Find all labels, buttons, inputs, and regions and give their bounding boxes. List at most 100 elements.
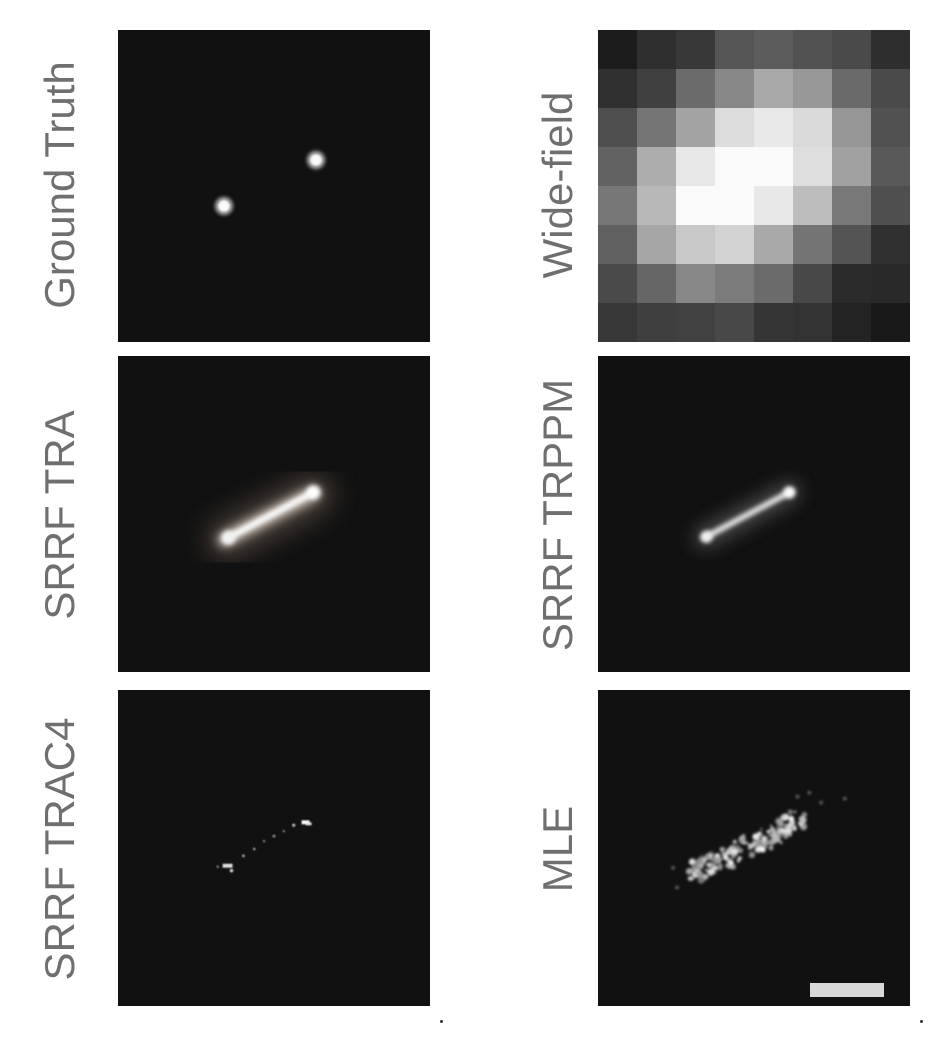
mle-speckle: [733, 840, 737, 844]
mle-speckle: [766, 829, 771, 834]
mle-speckle: [691, 877, 695, 881]
mle-speckle: [742, 838, 746, 841]
wide-field-pixel: [832, 147, 872, 187]
wide-field-pixel: [793, 108, 833, 148]
wide-field-pixel: [754, 225, 794, 265]
mle-speckle: [777, 822, 781, 826]
mle-speckle: [696, 870, 704, 879]
wide-field-pixel: [871, 186, 910, 226]
wide-field-pixel: [793, 69, 833, 109]
srrf-tra-image: [207, 475, 333, 559]
mle-speckle: [738, 839, 744, 844]
wide-field-pixel: [676, 108, 716, 148]
wide-field-pixel: [871, 264, 910, 304]
mle-outlier: [843, 796, 847, 801]
wide-field-pixel: [598, 225, 638, 265]
srrf-trac4-image: [216, 820, 312, 873]
mle-speckle: [744, 841, 749, 845]
mle-speckle: [722, 854, 728, 861]
mle-speckle: [800, 823, 808, 831]
mle-speckle: [710, 857, 714, 862]
mle-image: [671, 790, 847, 890]
mle-speckle: [775, 817, 782, 825]
panel-srrf-tra: [118, 356, 430, 672]
wide-field-pixel: [676, 264, 716, 304]
wide-field-pixel: [715, 69, 755, 109]
wide-field-pixel: [793, 225, 833, 265]
scale-bar: [810, 983, 884, 997]
wide-field-pixel: [793, 303, 833, 342]
panel-label-ground-truth: Ground Truth: [36, 61, 83, 309]
wide-field-pixel: [754, 30, 794, 70]
stray-mark-left: [440, 1020, 443, 1023]
wide-field-pixel: [754, 186, 794, 226]
ground-truth-image: [211, 147, 329, 219]
panel-label-srrf-trac4: SRRF TRAC4: [36, 717, 83, 981]
mle-speckle: [783, 823, 788, 828]
stray-mark-right: [920, 1020, 923, 1023]
wide-field-pixel: [637, 69, 677, 109]
mle-speckle: [704, 868, 708, 872]
mle-speckle: [768, 833, 773, 838]
wide-field-pixel: [715, 147, 755, 187]
wide-field-pixel: [715, 186, 755, 226]
mle-speckle: [785, 828, 793, 837]
wide-field-pixel: [793, 264, 833, 304]
wide-field-pixel: [715, 30, 755, 70]
mle-speckle: [692, 865, 697, 870]
wide-field-pixel: [832, 30, 872, 70]
mle-speckle: [797, 821, 801, 825]
wide-field-pixel: [754, 264, 794, 304]
mle-speckle: [738, 848, 742, 853]
mle-speckle: [689, 867, 692, 871]
mle-speckle: [752, 833, 760, 841]
mle-speckle: [709, 853, 713, 857]
mle-speckle: [748, 851, 756, 859]
mle-speckle: [716, 864, 723, 871]
mle-speckle: [769, 824, 773, 828]
wide-field-pixel: [598, 30, 638, 70]
wide-field-pixel: [832, 69, 872, 109]
wide-field-pixel: [637, 225, 677, 265]
mle-speckle: [707, 868, 715, 876]
wide-field-pixel: [871, 30, 910, 70]
wide-field-pixel: [754, 147, 794, 187]
mle-speckle: [729, 860, 734, 865]
mle-speckle: [719, 846, 726, 853]
wide-field-pixel: [832, 264, 872, 304]
wide-field-image: [598, 30, 910, 342]
mle-speckle: [792, 826, 797, 831]
mle-speckle: [777, 829, 782, 834]
wide-field-pixel: [598, 108, 638, 148]
panel-label-mle: MLE: [534, 805, 581, 893]
mle-speckle: [782, 814, 786, 818]
mle-speckle: [747, 847, 751, 851]
mle-speckle: [762, 839, 769, 846]
wide-field-pixel: [793, 186, 833, 226]
wide-field-pixel: [637, 264, 677, 304]
mle-speckle: [738, 856, 743, 860]
wide-field-pixel: [598, 186, 638, 226]
mle-speckle: [752, 840, 756, 844]
wide-field-pixel: [715, 108, 755, 148]
wide-field-pixel: [637, 108, 677, 148]
wide-field-pixel: [637, 303, 677, 342]
wide-field-pixel: [715, 225, 755, 265]
mle-speckle: [714, 871, 717, 874]
mle-speckle: [697, 876, 705, 884]
mle-speckle: [776, 826, 779, 829]
mle-speckle: [788, 816, 795, 822]
mle-speckle: [779, 840, 783, 845]
wide-field-pixel: [637, 30, 677, 70]
mle-speckle: [793, 810, 797, 814]
mle-speckle: [771, 827, 775, 831]
wide-field-pixel: [793, 147, 833, 187]
wide-field-pixel: [871, 147, 910, 187]
mle-outlier: [795, 794, 800, 799]
mle-speckle: [704, 853, 711, 860]
panel-wide-field: [598, 30, 910, 342]
emitter-dot-lower: [211, 193, 237, 219]
wide-field-pixel: [832, 303, 872, 342]
mle-speckle: [729, 844, 736, 851]
wide-field-pixel: [832, 186, 872, 226]
